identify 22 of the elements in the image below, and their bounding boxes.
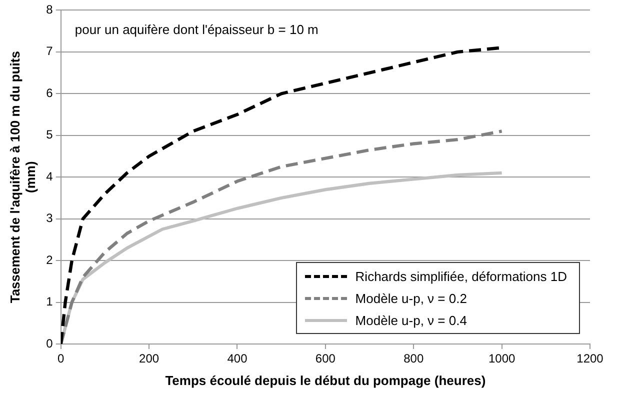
y-axis-title: Tassement de l'aquifère à 100 m du puits (mm): [7, 51, 38, 304]
x-tick-label: 200: [139, 352, 160, 366]
y-tick-label: 8: [46, 2, 54, 17]
legend-label: Modèle u-p, ν = 0.4: [355, 312, 467, 328]
legend-label: Richards simplifiée, déformations 1D: [355, 268, 567, 284]
y-tick-label: 0: [46, 336, 54, 350]
y-tick-label: 7: [46, 44, 54, 58]
y-tick-label: 3: [46, 211, 54, 226]
y-tick-label: 4: [46, 169, 54, 184]
y-tick-label: 2: [46, 252, 54, 267]
x-tick-label: 1200: [576, 352, 604, 366]
y-tick-label: 1: [46, 294, 54, 309]
annotation: pour un aquifère dont l'épaisseur b = 10 m: [74, 22, 318, 37]
x-tick-label: 1000: [488, 352, 516, 366]
x-axis-title: Temps écoulé depuis le début du pompage (heures): [165, 372, 486, 388]
x-tick-label: 800: [404, 352, 424, 366]
legend-label: Modèle u-p, ν = 0.2: [355, 290, 467, 306]
x-tick-label: 600: [315, 352, 336, 366]
x-tick-label: 0: [58, 352, 65, 366]
y-tick-label: 5: [46, 128, 54, 142]
x-tick-label: 400: [227, 352, 248, 366]
y-tick-label: 6: [46, 86, 54, 100]
